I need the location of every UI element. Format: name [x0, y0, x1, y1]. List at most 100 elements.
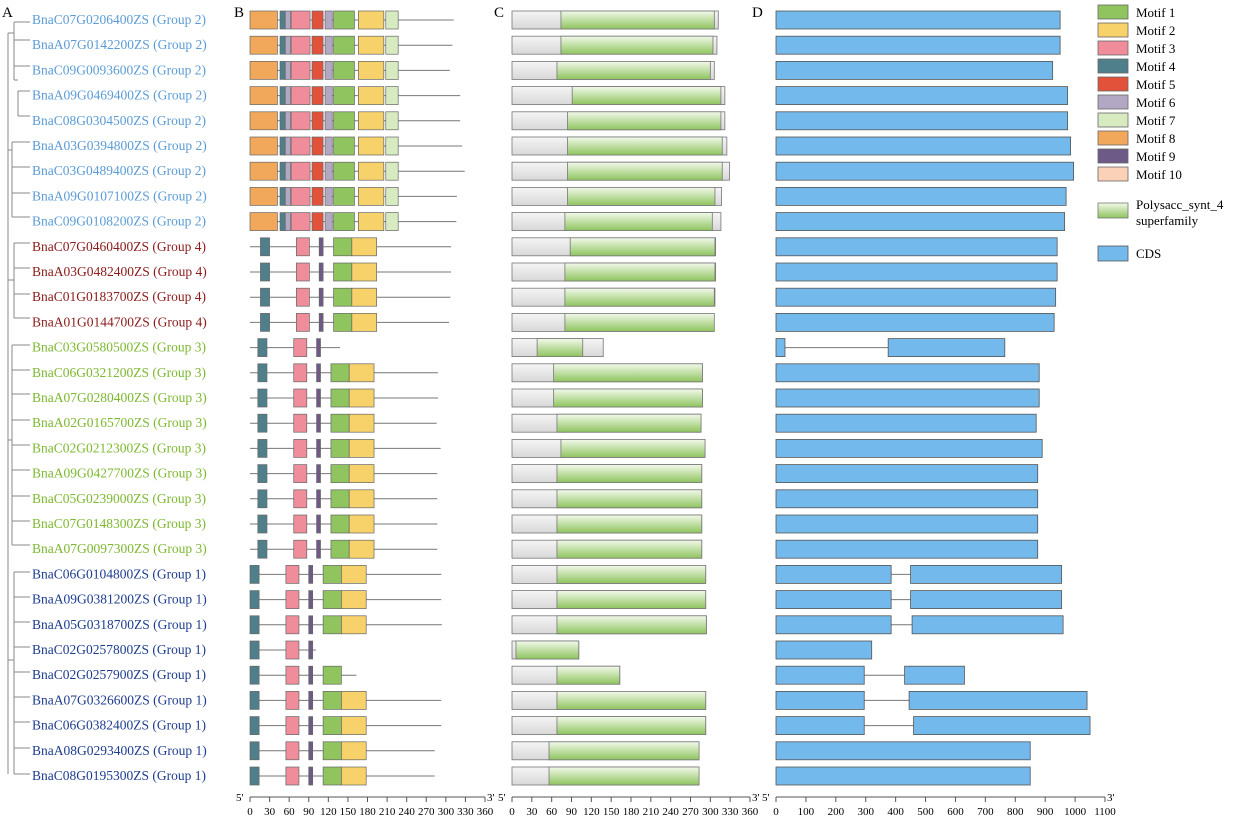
legend-motif-label: Motif 7	[1136, 113, 1176, 128]
axis-tick-label: 180	[359, 806, 376, 818]
legend-domain-line2: superfamily	[1136, 213, 1199, 228]
cds-exon	[775, 338, 786, 358]
motif-4-box	[279, 136, 286, 156]
cds-exon	[775, 539, 1039, 559]
motif-4-box	[249, 590, 260, 609]
cds-exon	[910, 590, 1063, 609]
motif-2-box	[341, 691, 367, 710]
motif-1-box	[322, 716, 342, 735]
motif-4-box	[257, 388, 268, 408]
gene-label: BnaC03G0489400ZS (Group 2)	[32, 163, 206, 178]
motif-3-box	[285, 640, 300, 660]
polysacc-domain	[556, 413, 702, 433]
motif-3-box	[293, 439, 308, 458]
cds-exon	[911, 615, 1064, 635]
cds-exon	[775, 388, 1040, 408]
motif-2-box	[348, 489, 375, 509]
axis-tick-label: 100	[798, 806, 815, 818]
axis-tick-label: 270	[682, 806, 699, 818]
motif-6-box	[324, 86, 333, 105]
gene-label: BnaA09G0381200ZS (Group 1)	[32, 592, 207, 607]
motif-5-box	[311, 187, 324, 206]
gene-label: BnaA07G0097300ZS (Group 3)	[32, 541, 207, 556]
gene-label: BnaA01G0144700ZS (Group 4)	[32, 314, 207, 329]
motif-3-box	[285, 665, 300, 685]
cds-exon	[775, 565, 892, 584]
motif-3-box	[285, 615, 300, 635]
motif-9-box	[318, 287, 324, 307]
motif-1-box	[333, 161, 355, 181]
polysacc-domain	[556, 464, 703, 484]
axis-three-prime: 3'	[1107, 792, 1115, 804]
motif-3-box	[293, 413, 308, 433]
motif-9-box	[308, 716, 314, 735]
domain-panel	[511, 10, 730, 786]
gene-label: BnaC07G0148300ZS (Group 3)	[32, 516, 206, 531]
motif-2-box	[358, 136, 385, 156]
gene-label: BnaC08G0304500ZS (Group 2)	[32, 113, 206, 128]
axis-tick-label: 400	[887, 806, 904, 818]
gene-label: BnaA09G0427700ZS (Group 3)	[32, 466, 207, 481]
axis-tick-label: 240	[398, 806, 415, 818]
motif-3-box	[285, 590, 300, 609]
cds-exon	[775, 716, 865, 735]
cds-exon	[775, 464, 1039, 484]
legend-motif-label: Motif 4	[1136, 59, 1176, 74]
legend-domain-label: Polysacc_synt_4 superfamily	[1136, 197, 1224, 228]
axis-five-prime: 5'	[236, 792, 244, 804]
motif-2-box	[341, 766, 367, 786]
motif-9-box	[316, 388, 321, 408]
motif-1-box	[330, 413, 350, 433]
axis-tick-label: 200	[828, 806, 845, 818]
cds-exon	[775, 35, 1061, 55]
polysacc-domain	[564, 312, 715, 332]
legend-motif-swatch	[1097, 22, 1129, 38]
axis-tick-label: 90	[303, 806, 315, 818]
axis-tick-label: 800	[1007, 806, 1024, 818]
motif-1-box	[333, 136, 355, 156]
motif-1-box	[322, 665, 342, 685]
motif-4-box	[279, 187, 286, 206]
motif-2-box	[348, 439, 375, 458]
motif-1-box	[333, 61, 355, 80]
motif-8-box	[249, 35, 278, 55]
motif-1-box	[322, 691, 342, 710]
axis-tick-label: 330	[457, 806, 474, 818]
motif-4-box	[249, 615, 260, 635]
gene-label: BnaC05G0239000ZS (Group 3)	[32, 491, 206, 506]
motif-4-box	[257, 338, 268, 357]
cds-exon	[775, 161, 1074, 181]
axis-tick-label: 60	[546, 806, 558, 818]
motif-9-box	[308, 590, 314, 609]
motif-4-box	[257, 363, 268, 383]
motif-4-box	[279, 61, 286, 80]
motif-6-box	[284, 212, 291, 231]
axis-tick-label: 0	[509, 806, 515, 818]
polysacc-domain	[553, 363, 703, 383]
motif-7-box	[385, 161, 399, 181]
motif-3-box	[285, 741, 300, 761]
gene-label: BnaC06G0382400ZS (Group 1)	[32, 718, 206, 733]
motif-7-box	[385, 136, 399, 156]
axis-tick-label: 360	[742, 806, 759, 818]
cds-exon	[775, 10, 1061, 30]
motif-6-box	[284, 10, 291, 30]
gene-label: BnaC07G0206400ZS (Group 2)	[32, 12, 206, 27]
legend-motif-swatch	[1097, 94, 1129, 110]
motif-3-box	[293, 539, 308, 559]
motif-8-box	[249, 61, 278, 80]
motif-3-box	[290, 86, 311, 105]
cds-exon	[775, 615, 892, 635]
motif-9-box	[308, 565, 314, 584]
axis-tick-label: 210	[643, 806, 660, 818]
motif-4-box	[249, 565, 260, 584]
motif-1-box	[322, 615, 342, 635]
panel-letter-b: B	[234, 5, 244, 21]
motif-1-box	[333, 262, 353, 282]
polysacc-domain	[567, 186, 716, 206]
cds-exon	[775, 640, 873, 660]
legend-domain-line1: Polysacc_synt_4	[1136, 197, 1224, 212]
motif-4-box	[257, 514, 268, 534]
motif-3-box	[295, 287, 310, 307]
legend-cds-entry: CDS	[1097, 245, 1161, 262]
